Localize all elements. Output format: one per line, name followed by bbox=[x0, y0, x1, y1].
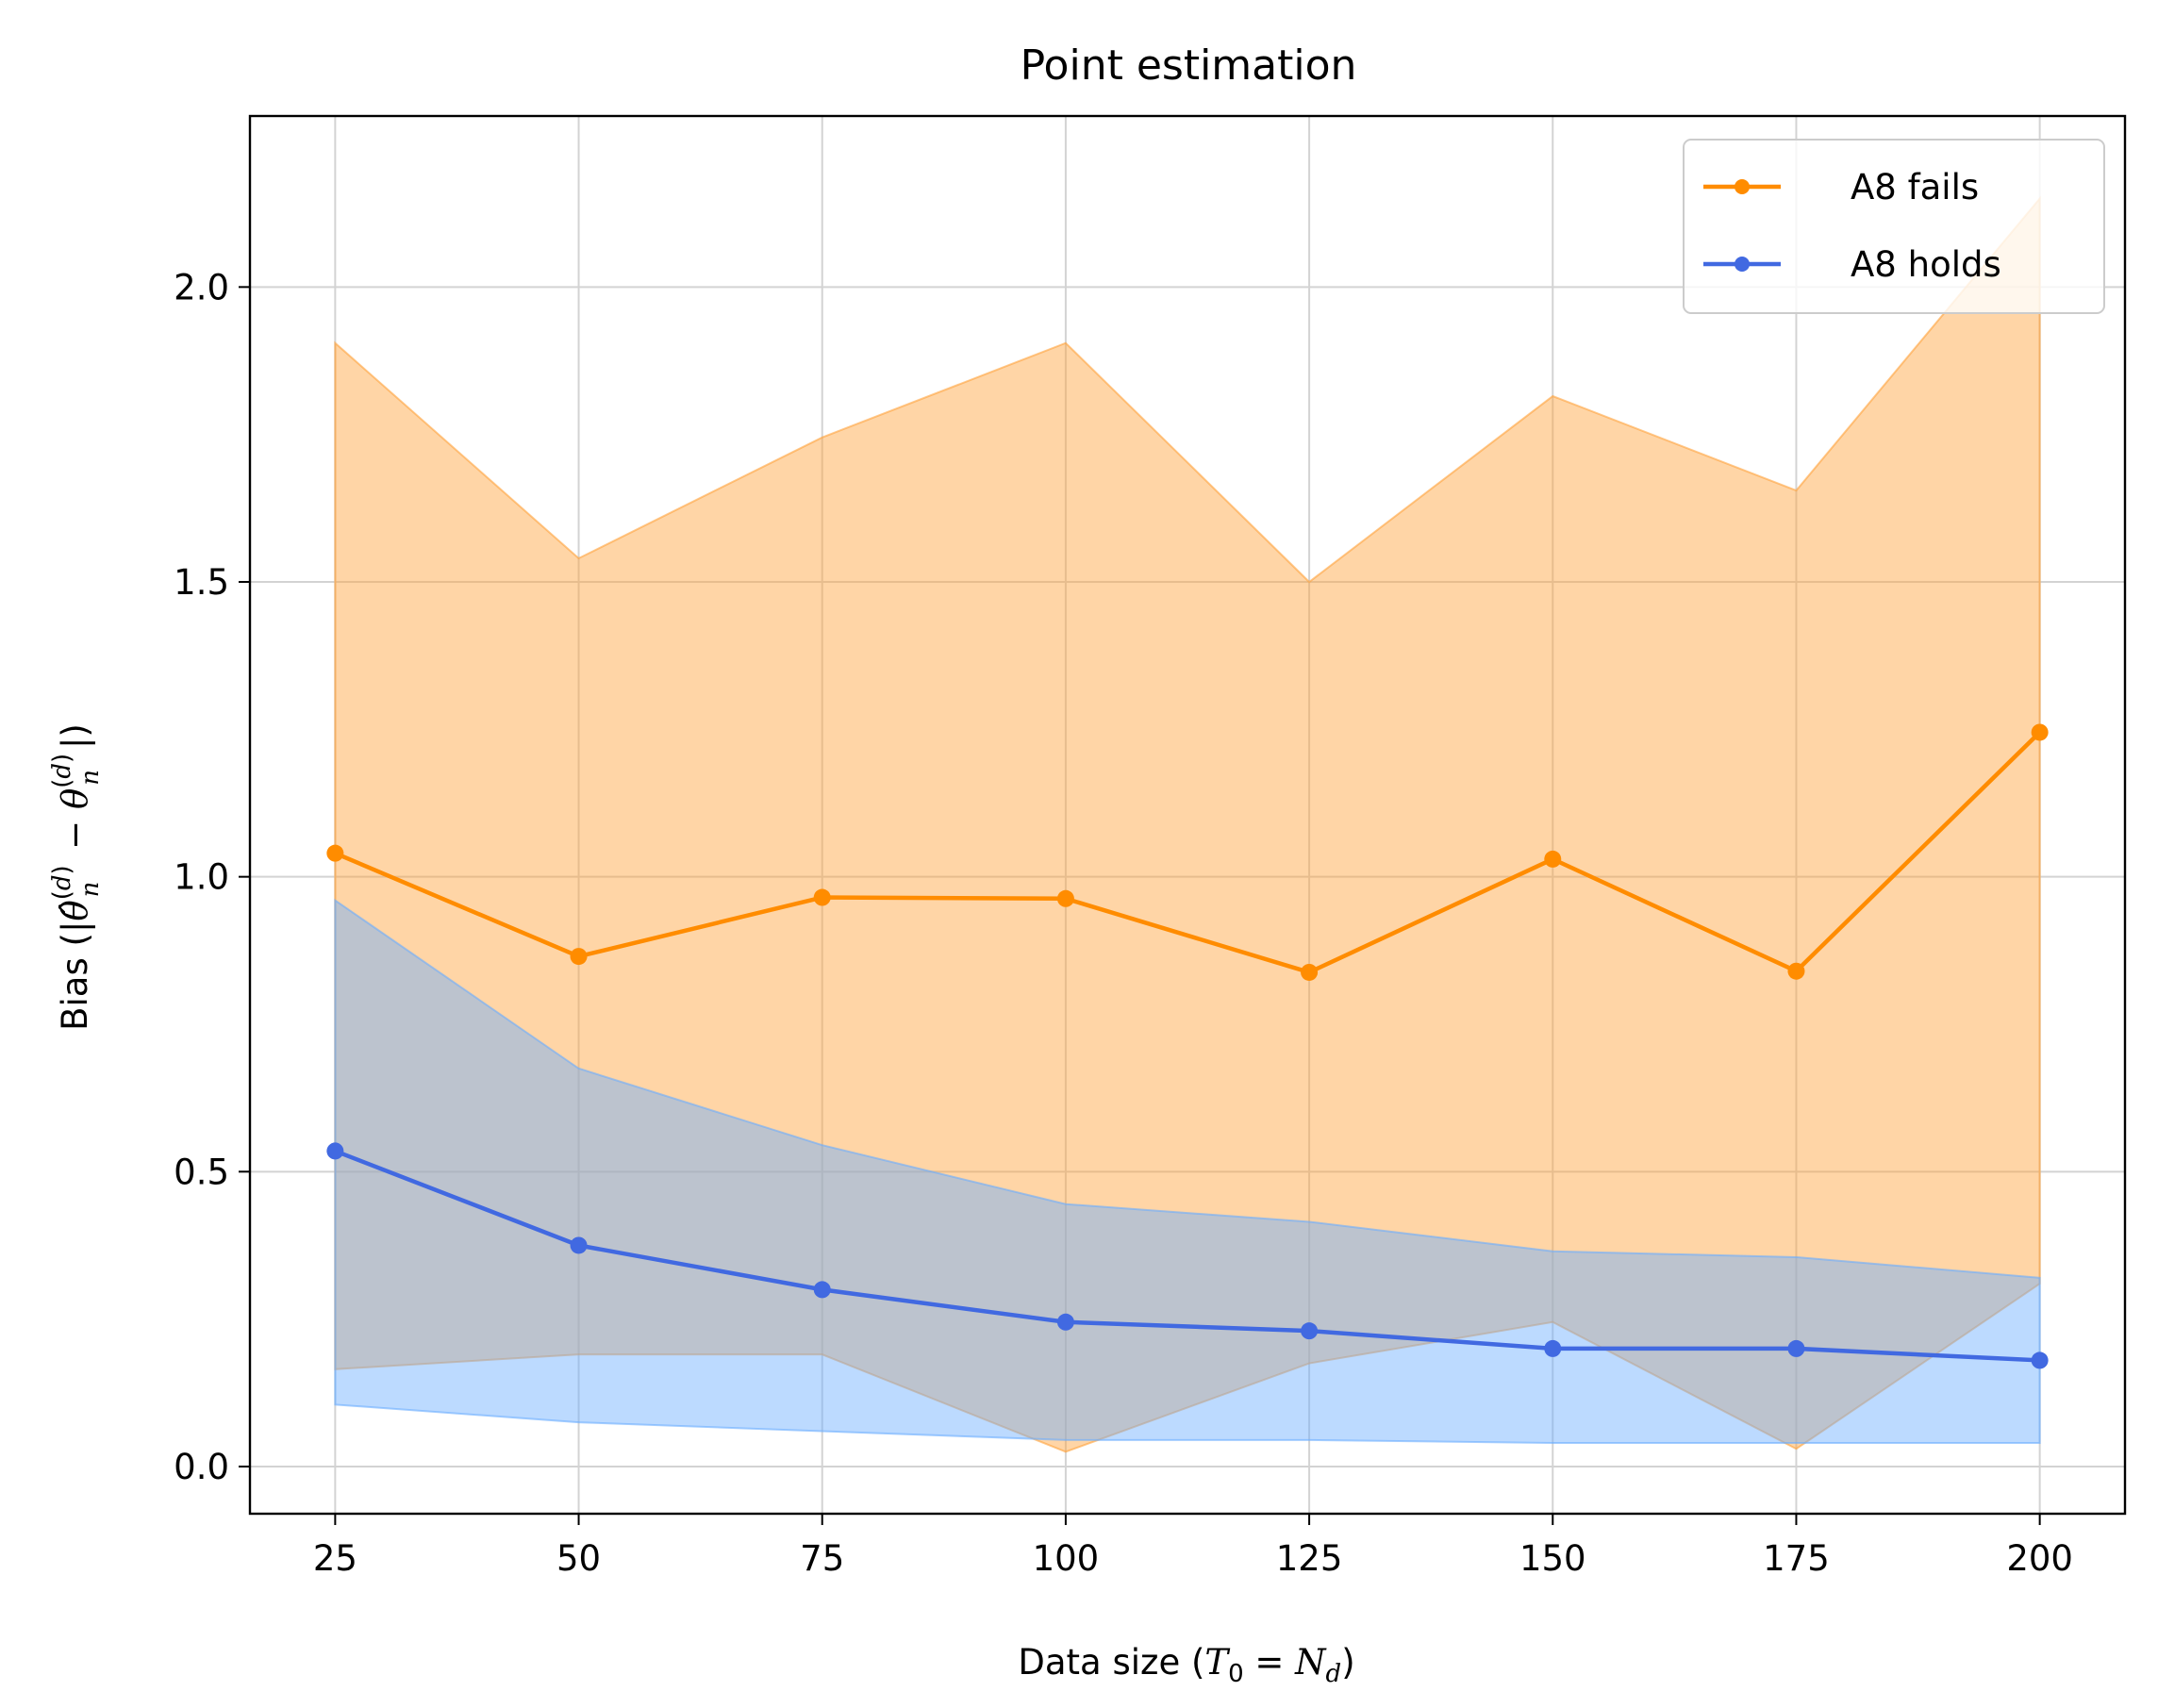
x-tick-label: 75 bbox=[800, 1538, 844, 1579]
series-lines bbox=[326, 723, 2049, 1369]
data-point-a8-holds bbox=[1056, 1313, 1074, 1331]
x-tick-label: 200 bbox=[2006, 1538, 2073, 1579]
axis-ticks: 25 50 75 100 125 150 175 200 0.0 0.5 1.0 1.5 2.0 bbox=[174, 267, 2073, 1579]
y-tick-label: 1.5 bbox=[174, 562, 229, 603]
legend-box bbox=[1683, 139, 2105, 314]
x-tick-label: 25 bbox=[313, 1538, 357, 1579]
data-point-a8-fails bbox=[2031, 723, 2049, 741]
series-line-a8-holds bbox=[334, 1149, 2040, 1363]
confidence-band-a8-holds bbox=[334, 898, 2041, 1444]
data-point-a8-fails bbox=[1301, 963, 1319, 981]
series-line-a8-fails bbox=[334, 730, 2042, 975]
x-tick-label: 50 bbox=[556, 1538, 601, 1579]
axes-frame bbox=[248, 114, 2127, 1516]
data-point-a8-holds bbox=[2031, 1351, 2049, 1369]
legend-label-a8-holds: A8 holds bbox=[1851, 244, 2001, 285]
data-point-a8-fails bbox=[1056, 889, 1074, 907]
y-axis-label: Bias (|θ̂(d)n − θ(d)n|) bbox=[48, 723, 105, 1031]
data-point-a8-holds bbox=[570, 1236, 588, 1254]
legend-marker-a8-holds bbox=[1735, 257, 1750, 272]
y-tick-label: 1.0 bbox=[174, 857, 229, 898]
y-tick-label: 2.0 bbox=[174, 267, 229, 307]
x-tick-label: 100 bbox=[1033, 1538, 1100, 1579]
x-axis-label: Data size (T0 = Nd) bbox=[1018, 1642, 1354, 1688]
x-tick-label: 125 bbox=[1276, 1538, 1343, 1579]
chart-title: Point estimation bbox=[1021, 41, 1357, 90]
data-point-a8-fails bbox=[1787, 962, 1805, 980]
confidence-bands bbox=[334, 195, 2041, 1453]
x-tick-label: 175 bbox=[1763, 1538, 1830, 1579]
y-tick-label: 0.0 bbox=[174, 1447, 229, 1487]
legend-label-a8-fails: A8 fails bbox=[1851, 167, 1979, 207]
data-point-a8-holds bbox=[326, 1142, 344, 1160]
data-point-a8-holds bbox=[813, 1281, 831, 1299]
y-tick-label: 0.5 bbox=[174, 1152, 229, 1192]
data-point-a8-holds bbox=[1544, 1339, 1562, 1357]
x-tick-label: 150 bbox=[1519, 1538, 1586, 1579]
data-point-a8-holds bbox=[1301, 1322, 1319, 1340]
legend-marker-a8-fails bbox=[1735, 179, 1750, 194]
data-point-a8-fails bbox=[570, 948, 588, 966]
data-point-a8-fails bbox=[813, 888, 831, 906]
data-point-a8-fails bbox=[1544, 850, 1562, 868]
data-point-a8-fails bbox=[326, 844, 344, 862]
legend: A8 fails A8 holds bbox=[1683, 139, 2105, 314]
data-point-a8-holds bbox=[1787, 1339, 1805, 1357]
